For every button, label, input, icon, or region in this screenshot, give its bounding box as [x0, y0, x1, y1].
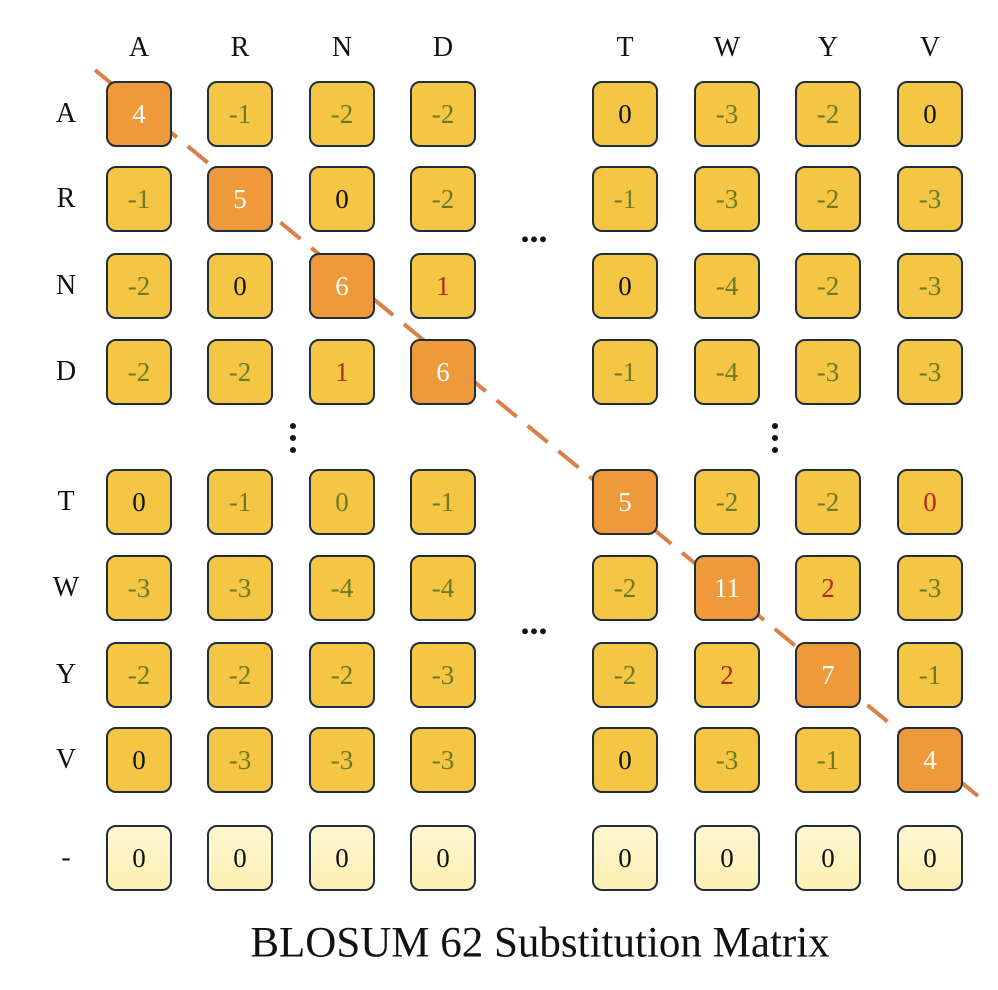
matrix-cell-V-N: -3 — [309, 727, 375, 793]
matrix-cell-D-D: 6 — [410, 339, 476, 405]
matrix-cell-W-T: -2 — [592, 555, 658, 621]
matrix-cell-R-T: -1 — [592, 166, 658, 232]
matrix-cell-V-V: 4 — [897, 727, 963, 793]
matrix-cell-gap-N: 0 — [309, 825, 375, 891]
row-header-V: V — [55, 744, 77, 775]
matrix-cell-gap-W: 0 — [694, 825, 760, 891]
matrix-cell-gap-T: 0 — [592, 825, 658, 891]
matrix-cell-T-T: 5 — [592, 469, 658, 535]
matrix-cell-A-V: 0 — [897, 81, 963, 147]
matrix-cell-Y-A: -2 — [106, 642, 172, 708]
matrix-cell-gap-D: 0 — [410, 825, 476, 891]
column-header-N: N — [331, 32, 353, 63]
column-header-R: R — [230, 32, 250, 63]
matrix-cell-Y-T: -2 — [592, 642, 658, 708]
matrix-cell-A-N: -2 — [309, 81, 375, 147]
matrix-cell-N-A: -2 — [106, 253, 172, 319]
matrix-cell-R-W: -3 — [694, 166, 760, 232]
matrix-cell-R-Y: -2 — [795, 166, 861, 232]
matrix-cell-V-Y: -1 — [795, 727, 861, 793]
right-vertical-ellipsis — [772, 423, 778, 453]
matrix-cell-T-V: 0 — [897, 469, 963, 535]
row-header-N: N — [55, 270, 77, 301]
matrix-cell-R-A: -1 — [106, 166, 172, 232]
column-header-A: A — [128, 32, 150, 63]
matrix-cell-Y-R: -2 — [207, 642, 273, 708]
matrix-cell-W-A: -3 — [106, 555, 172, 621]
matrix-cell-A-A: 4 — [106, 81, 172, 147]
matrix-cell-V-T: 0 — [592, 727, 658, 793]
matrix-cell-W-R: -3 — [207, 555, 273, 621]
matrix-cell-V-W: -3 — [694, 727, 760, 793]
column-header-Y: Y — [817, 32, 839, 63]
matrix-cell-gap-A: 0 — [106, 825, 172, 891]
matrix-cell-R-R: 5 — [207, 166, 273, 232]
matrix-cell-D-R: -2 — [207, 339, 273, 405]
matrix-cell-A-W: -3 — [694, 81, 760, 147]
matrix-cell-W-Y: 2 — [795, 555, 861, 621]
matrix-cell-Y-N: -2 — [309, 642, 375, 708]
matrix-cell-W-V: -3 — [897, 555, 963, 621]
matrix-cell-W-N: -4 — [309, 555, 375, 621]
matrix-cell-gap-V: 0 — [897, 825, 963, 891]
matrix-cell-T-N: 0 — [309, 469, 375, 535]
row-header-R: R — [56, 183, 76, 214]
matrix-cell-A-D: -2 — [410, 81, 476, 147]
matrix-cell-Y-D: -3 — [410, 642, 476, 708]
lower-horizontal-ellipsis: ... — [520, 602, 548, 642]
matrix-cell-T-R: -1 — [207, 469, 273, 535]
matrix-cell-D-Y: -3 — [795, 339, 861, 405]
matrix-cell-V-R: -3 — [207, 727, 273, 793]
matrix-cell-T-A: 0 — [106, 469, 172, 535]
matrix-cell-N-Y: -2 — [795, 253, 861, 319]
column-header-V: V — [919, 32, 941, 63]
row-header-gap: - — [61, 842, 71, 873]
matrix-cell-D-N: 1 — [309, 339, 375, 405]
matrix-cell-N-W: -4 — [694, 253, 760, 319]
matrix-cell-R-N: 0 — [309, 166, 375, 232]
matrix-cell-R-V: -3 — [897, 166, 963, 232]
matrix-cell-Y-V: -1 — [897, 642, 963, 708]
column-header-T: T — [616, 32, 634, 63]
matrix-cell-Y-Y: 7 — [795, 642, 861, 708]
matrix-cell-N-T: 0 — [592, 253, 658, 319]
matrix-cell-D-V: -3 — [897, 339, 963, 405]
matrix-cell-A-T: 0 — [592, 81, 658, 147]
matrix-cell-gap-Y: 0 — [795, 825, 861, 891]
row-header-W: W — [52, 572, 80, 603]
matrix-cell-A-R: -1 — [207, 81, 273, 147]
matrix-cell-V-A: 0 — [106, 727, 172, 793]
matrix-cell-N-D: 1 — [410, 253, 476, 319]
matrix-cell-V-D: -3 — [410, 727, 476, 793]
matrix-cell-W-D: -4 — [410, 555, 476, 621]
column-header-W: W — [713, 32, 741, 63]
matrix-cell-T-D: -1 — [410, 469, 476, 535]
column-header-D: D — [432, 32, 454, 63]
matrix-cell-gap-R: 0 — [207, 825, 273, 891]
upper-horizontal-ellipsis: ... — [520, 210, 548, 250]
diagram-title: BLOSUM 62 Substitution Matrix — [250, 919, 830, 967]
matrix-cell-T-Y: -2 — [795, 469, 861, 535]
row-header-D: D — [55, 356, 77, 387]
matrix-cell-T-W: -2 — [694, 469, 760, 535]
matrix-cell-A-Y: -2 — [795, 81, 861, 147]
left-vertical-ellipsis — [290, 423, 296, 453]
matrix-cell-D-A: -2 — [106, 339, 172, 405]
matrix-cell-N-R: 0 — [207, 253, 273, 319]
matrix-cell-N-V: -3 — [897, 253, 963, 319]
matrix-cell-N-N: 6 — [309, 253, 375, 319]
row-header-A: A — [55, 98, 77, 129]
matrix-cell-R-D: -2 — [410, 166, 476, 232]
matrix-cell-D-T: -1 — [592, 339, 658, 405]
matrix-cell-W-W: 11 — [694, 555, 760, 621]
matrix-cell-D-W: -4 — [694, 339, 760, 405]
matrix-cell-Y-W: 2 — [694, 642, 760, 708]
row-header-Y: Y — [55, 659, 77, 690]
row-header-T: T — [57, 486, 75, 517]
